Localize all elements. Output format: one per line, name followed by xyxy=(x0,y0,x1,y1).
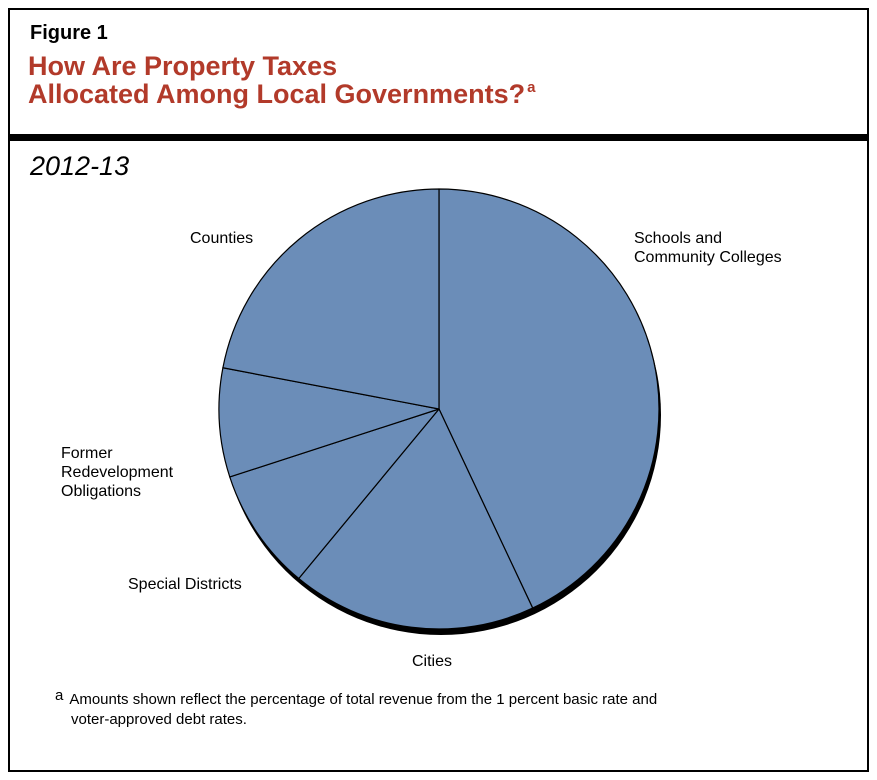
pie-slice-former-redevelopment-obligations xyxy=(218,367,440,478)
pie-slice-schools-and-community-colleges xyxy=(438,188,660,609)
slice-label-special-districts: Special Districts xyxy=(128,576,242,593)
slice-label-line: Obligations xyxy=(61,483,141,500)
footnote-line-2: voter-approved debt rates. xyxy=(71,711,247,728)
figure-subtitle: 2012-13 xyxy=(30,151,130,181)
slice-label-line: Schools and xyxy=(634,230,722,247)
pie-slice-special-districts xyxy=(229,408,440,580)
pie-slices xyxy=(218,188,660,630)
pie-slice-cities xyxy=(298,408,534,630)
slice-label-cities: Cities xyxy=(412,653,452,670)
footnote: a Amounts shown reflect the percentage of… xyxy=(55,687,815,730)
slice-label-line: Counties xyxy=(190,230,253,247)
title-line-2: Allocated Among Local Governments? a xyxy=(28,79,828,109)
pie-labels: Schools and Community Colleges Cities Speci… xyxy=(61,230,782,670)
title-rule xyxy=(10,134,869,141)
slice-label-line: Redevelopment xyxy=(61,464,174,481)
slice-label-line: Community Colleges xyxy=(634,249,782,266)
slice-label-line: Former xyxy=(61,445,113,462)
footnote-mark: a xyxy=(55,687,64,704)
slice-label-counties: Counties xyxy=(190,230,253,247)
slice-label-former-redevelopment-obligations: Former Redevelopment Obligations xyxy=(61,445,174,500)
title-footnote-mark: a xyxy=(527,79,536,96)
title-line-2-text: Allocated Among Local Governments? xyxy=(28,79,526,109)
title-line-1: How Are Property Taxes xyxy=(28,51,338,81)
slice-label-schools-and-community-colleges: Schools and Community Colleges xyxy=(634,230,782,266)
pie-slice-counties xyxy=(222,188,440,410)
footnote-line-1: Amounts shown reflect the percentage of … xyxy=(69,691,658,708)
figure-title: How Are Property Taxes Allocated Among L… xyxy=(28,52,828,108)
slice-label-line: Cities xyxy=(412,653,452,670)
figure-number: Figure 1 xyxy=(30,22,108,44)
slice-label-line: Special Districts xyxy=(128,576,242,593)
